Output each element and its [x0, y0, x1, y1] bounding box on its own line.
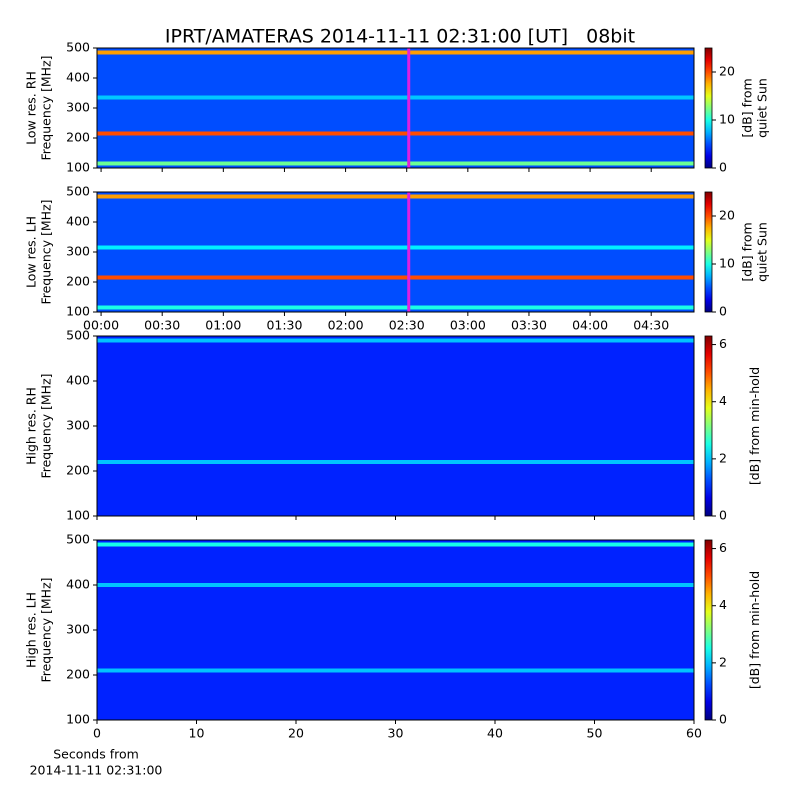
y-axis-label: Low res. LHFrequency [MHz]	[23, 199, 53, 304]
x-tick-label: 10	[189, 726, 205, 741]
y-tick-label: 300	[66, 244, 90, 259]
y-axis-label-line: Frequency [MHz]	[38, 577, 53, 682]
colorbar-tick-label: 20	[719, 64, 735, 79]
y-axis-label-line: Frequency [MHz]	[38, 55, 53, 160]
spectral-band	[97, 161, 694, 166]
colorbar-tick-label: 0	[719, 160, 727, 175]
colorbar-label: [dB] fromquiet Sun	[739, 222, 769, 282]
y-axis-label-line: Frequency [MHz]	[38, 199, 53, 304]
x-tick-label: 40	[487, 726, 503, 741]
x-tick-label: 20	[288, 726, 304, 741]
heatmap-background	[97, 48, 694, 168]
heatmap-background	[97, 336, 694, 516]
colorbar-label-line: quiet Sun	[754, 78, 769, 138]
spectral-band	[97, 194, 694, 199]
spectral-band	[97, 305, 694, 310]
y-axis-label: High res. RHFrequency [MHz]	[23, 373, 53, 478]
x-tick-label: 04:00	[572, 318, 608, 333]
colorbar	[704, 47, 713, 169]
colorbar-tick-label: 2	[719, 654, 727, 669]
spectral-band	[97, 245, 694, 250]
y-tick-label: 300	[66, 100, 90, 115]
x-axis-label: Seconds from	[53, 747, 139, 762]
spectral-band	[97, 275, 694, 280]
colorbar-tick-label: 4	[719, 393, 727, 408]
y-tick-label: 400	[66, 70, 90, 85]
spectral-band	[97, 50, 694, 55]
y-tick-label: 500	[66, 532, 90, 547]
y-axis-label-line: High res. RH	[23, 387, 38, 465]
y-tick-label: 100	[66, 712, 90, 727]
x-tick-label: 03:00	[450, 318, 486, 333]
colorbar-tick-label: 0	[719, 508, 727, 523]
x-tick-label: 00:30	[144, 318, 180, 333]
y-axis-label: High res. LHFrequency [MHz]	[23, 577, 53, 682]
y-tick-label: 200	[66, 463, 90, 478]
colorbar-tick-label: 10	[719, 256, 735, 271]
y-tick-label: 400	[66, 373, 90, 388]
x-tick-label: 04:30	[633, 318, 669, 333]
spectral-band	[97, 542, 694, 547]
heatmap-background	[97, 192, 694, 312]
colorbar-tick-label: 20	[719, 208, 735, 223]
colorbar-label: [dB] from min-hold	[747, 367, 762, 485]
x-tick-label: 00:00	[83, 318, 119, 333]
colorbar-tick-label: 2	[719, 450, 727, 465]
spectral-band	[97, 583, 694, 587]
colorbar-tick-label: 4	[719, 597, 727, 612]
colorbar-tick-label: 6	[719, 540, 727, 555]
x-tick-label: 0	[93, 726, 101, 741]
x-tick-label: 50	[587, 726, 603, 741]
y-tick-label: 400	[66, 577, 90, 592]
y-tick-label: 100	[66, 160, 90, 175]
colorbar-tick-label: 6	[719, 336, 727, 351]
x-tick-label: 30	[388, 726, 404, 741]
colorbar-label-line: [dB] from min-hold	[747, 367, 762, 485]
colorbar-label: [dB] from min-hold	[747, 571, 762, 689]
y-tick-label: 100	[66, 508, 90, 523]
y-axis-label: Low res. RHFrequency [MHz]	[23, 55, 53, 160]
colorbar-tick-label: 0	[719, 304, 727, 319]
y-tick-label: 300	[66, 418, 90, 433]
x-tick-label: 03:30	[511, 318, 547, 333]
x-tick-label: 01:00	[205, 318, 241, 333]
y-tick-label: 200	[66, 667, 90, 682]
y-tick-label: 500	[66, 328, 90, 343]
y-tick-label: 200	[66, 274, 90, 289]
colorbar-label-line: [dB] from	[739, 222, 754, 281]
spectral-band	[97, 131, 694, 136]
y-tick-label: 500	[66, 40, 90, 55]
x-tick-label: 01:30	[266, 318, 302, 333]
colorbar	[704, 191, 713, 313]
colorbar	[704, 539, 713, 721]
y-axis-label-line: High res. LH	[23, 592, 38, 668]
colorbar	[704, 335, 713, 517]
y-axis-label-line: Low res. LH	[23, 216, 38, 288]
colorbar-label-line: quiet Sun	[754, 222, 769, 282]
x-tick-label: 02:00	[328, 318, 364, 333]
y-tick-label: 300	[66, 622, 90, 637]
colorbar-label: [dB] fromquiet Sun	[739, 78, 769, 138]
colorbar-label-line: [dB] from	[739, 78, 754, 137]
y-tick-label: 100	[66, 304, 90, 319]
chart-title: IPRT/AMATERAS 2014-11-11 02:31:00 [UT] 0…	[165, 26, 635, 48]
spectral-band	[97, 668, 694, 673]
y-tick-label: 200	[66, 130, 90, 145]
colorbar-label-line: [dB] from min-hold	[747, 571, 762, 689]
colorbar-tick-label: 0	[719, 712, 727, 727]
x-axis-label: 2014-11-11 02:31:00	[30, 763, 163, 778]
spectral-band	[97, 95, 694, 100]
y-tick-label: 400	[66, 214, 90, 229]
y-axis-label-line: Low res. RH	[23, 71, 38, 145]
spectral-band	[97, 460, 694, 464]
y-tick-label: 500	[66, 184, 90, 199]
y-axis-label-line: Frequency [MHz]	[38, 373, 53, 478]
x-tick-label: 60	[686, 726, 702, 741]
colorbar-tick-label: 10	[719, 112, 735, 127]
x-tick-label: 02:30	[389, 318, 425, 333]
spectral-band	[97, 338, 694, 343]
heatmap-background	[97, 540, 694, 720]
